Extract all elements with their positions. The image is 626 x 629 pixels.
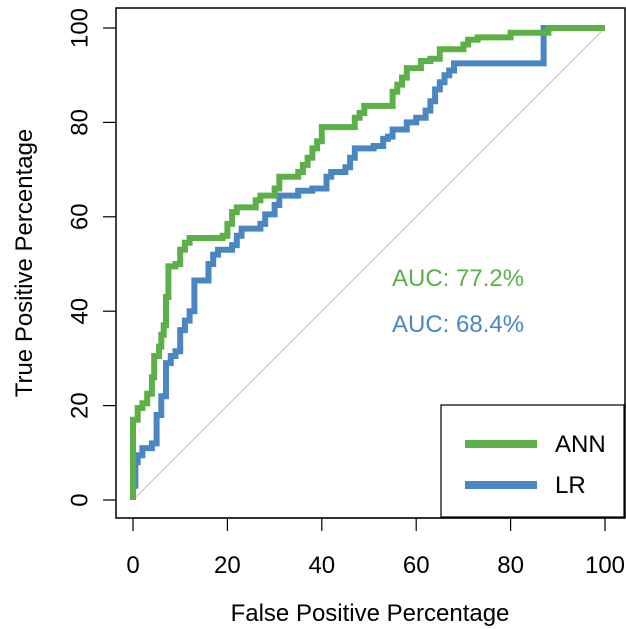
roc-curve-ann [130,25,605,500]
legend: ANN LR [440,404,625,518]
legend-box [440,404,625,518]
series-layer [130,25,605,500]
y-tick-label: 60 [67,203,94,230]
y-axis: 0 20 40 60 80 100 [67,8,116,507]
roc-curve-lr [130,25,605,500]
auc-label-lr: AUC: 68.4% [392,311,524,338]
y-tick-label: 0 [67,493,94,506]
x-tick-label: 100 [585,552,625,579]
legend-label-lr: LR [555,472,586,499]
y-axis-label: True Positive Percentage [11,129,38,398]
x-tick-label: 20 [214,552,241,579]
y-tick-label: 100 [67,8,94,48]
auc-label-ann: AUC: 77.2% [392,265,524,292]
x-axis-label: False Positive Percentage [231,600,510,627]
x-tick-label: 60 [403,552,430,579]
x-tick-label: 0 [126,552,139,579]
x-axis: 0 20 40 60 80 100 [126,517,625,579]
x-tick-label: 80 [497,552,524,579]
y-tick-label: 40 [67,298,94,325]
y-tick-label: 20 [67,392,94,419]
legend-label-ann: ANN [555,431,606,458]
y-tick-label: 80 [67,109,94,136]
reference-diagonal [132,27,606,501]
x-tick-label: 40 [308,552,335,579]
